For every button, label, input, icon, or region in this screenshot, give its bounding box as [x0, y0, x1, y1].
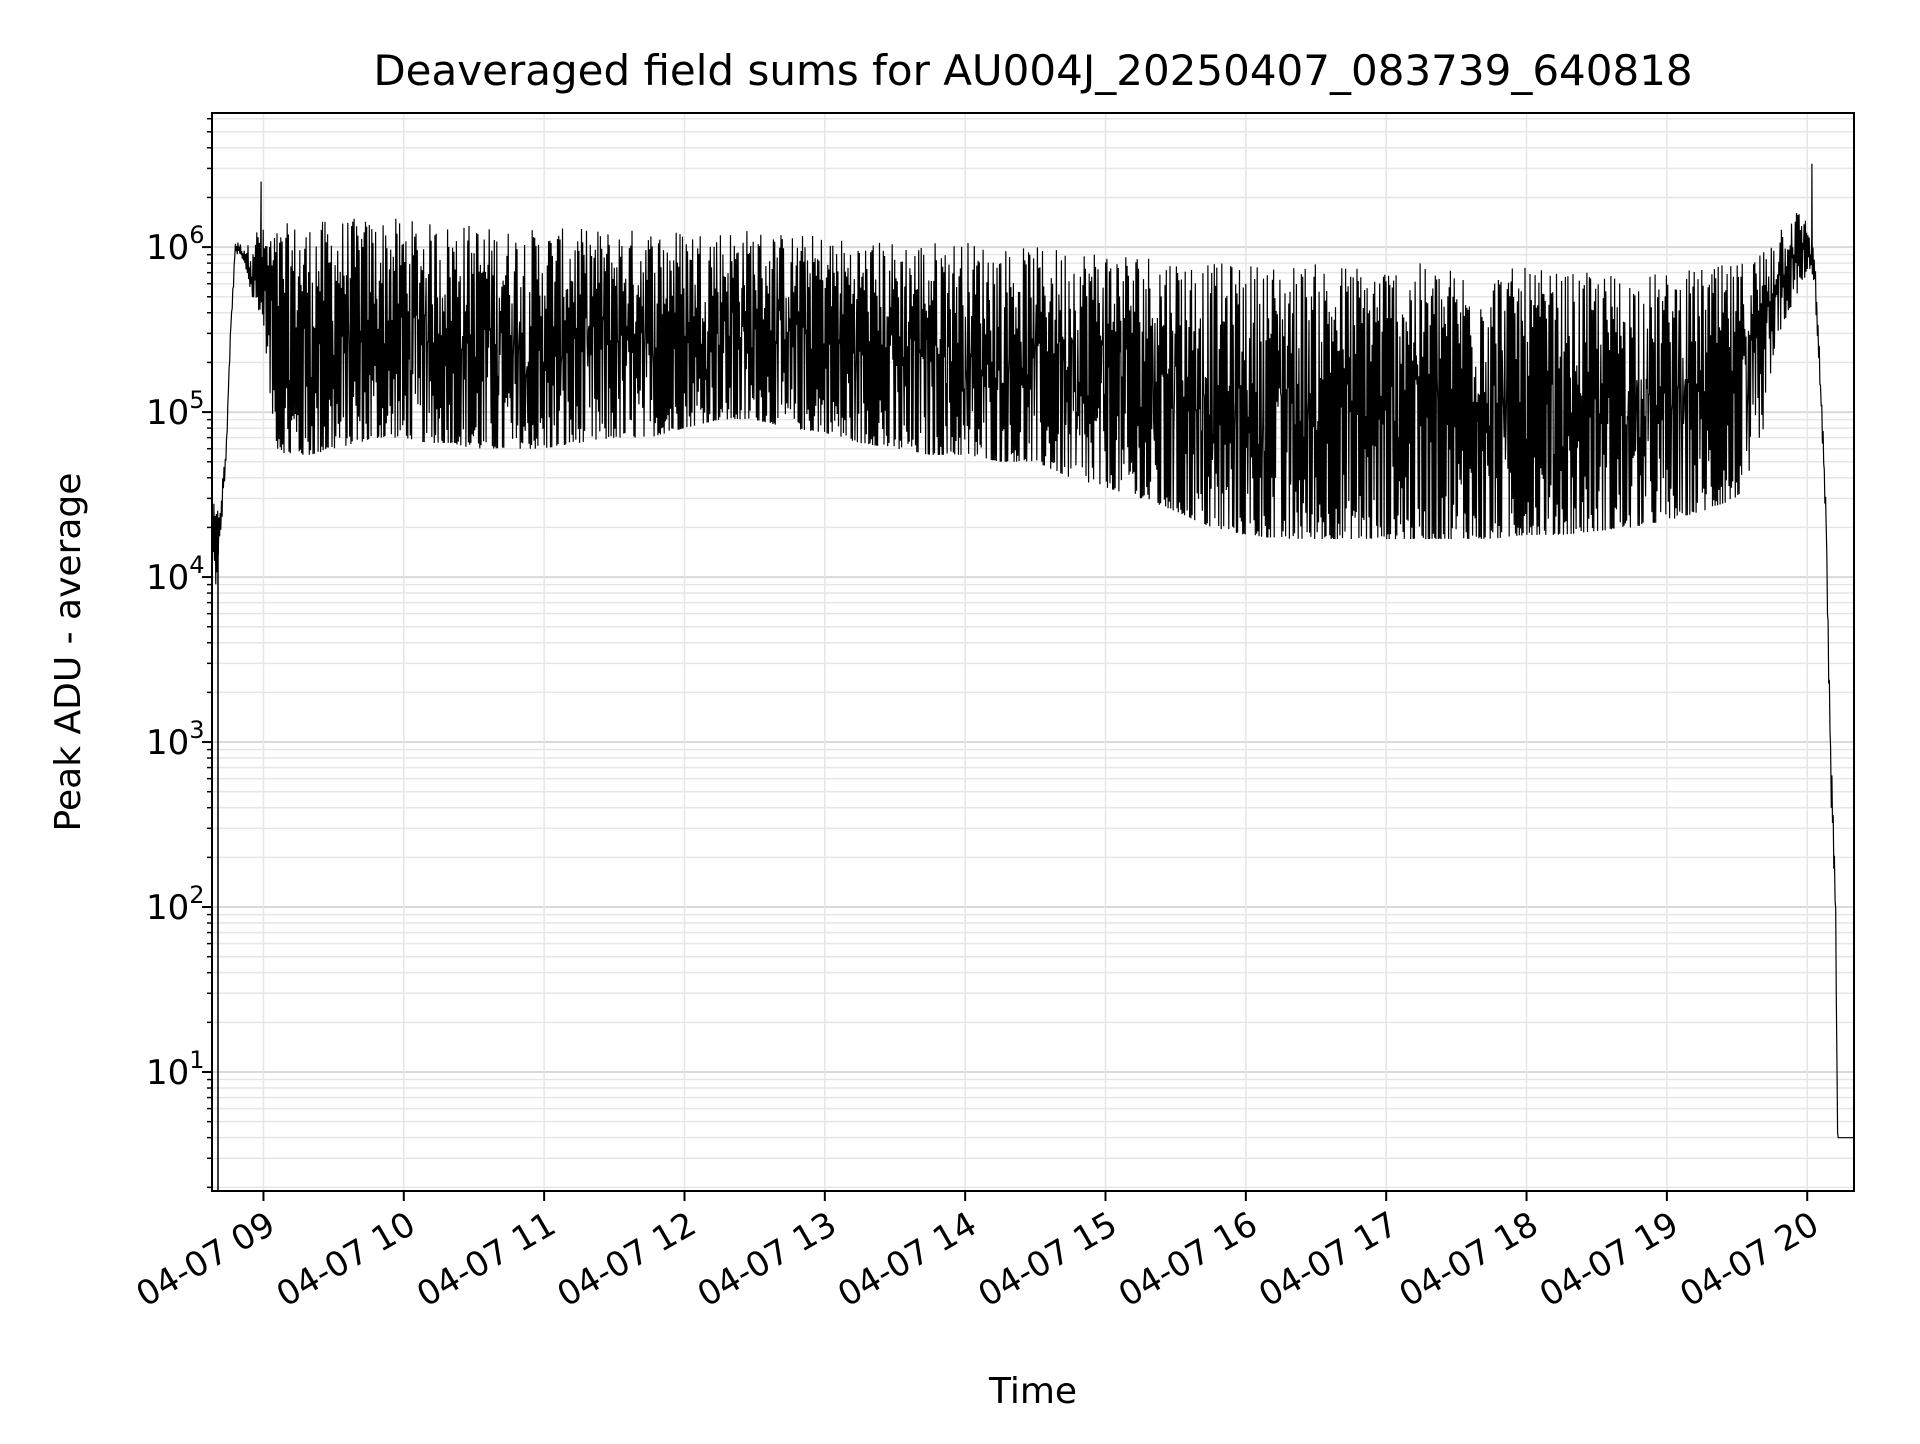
x-tick-label: 04-07 15 [972, 1204, 1124, 1315]
x-tick-label: 04-07 11 [410, 1204, 562, 1315]
series-line [211, 163, 1854, 1139]
y-tick-label: 106 [146, 221, 205, 268]
series-layer [211, 163, 1854, 1191]
y-tick-label: 105 [146, 386, 205, 433]
y-tick-label: 104 [146, 551, 205, 598]
y-tick-label: 102 [146, 881, 205, 928]
x-tick-label: 04-07 20 [1673, 1204, 1825, 1315]
y-tick-label: 101 [146, 1046, 205, 1093]
x-tick-label: 04-07 10 [270, 1204, 422, 1315]
x-tick-label: 04-07 09 [130, 1204, 282, 1315]
y-axis-label: Peak ADU - average [48, 473, 89, 832]
x-tick-label: 04-07 17 [1252, 1204, 1404, 1315]
x-tick-label: 04-07 13 [691, 1204, 843, 1315]
plot-frame [211, 112, 1855, 1192]
x-axis-label: Time [988, 1371, 1077, 1412]
chart-title: Deaveraged field sums for AU004J_2025040… [373, 46, 1692, 95]
x-tick-label: 04-07 12 [551, 1204, 703, 1315]
y-tick-label: 103 [146, 716, 205, 763]
x-tick-label: 04-07 16 [1112, 1204, 1264, 1315]
x-tick-label: 04-07 14 [831, 1204, 983, 1315]
x-tick-label: 04-07 18 [1393, 1204, 1545, 1315]
x-tick-label: 04-07 19 [1533, 1204, 1685, 1315]
